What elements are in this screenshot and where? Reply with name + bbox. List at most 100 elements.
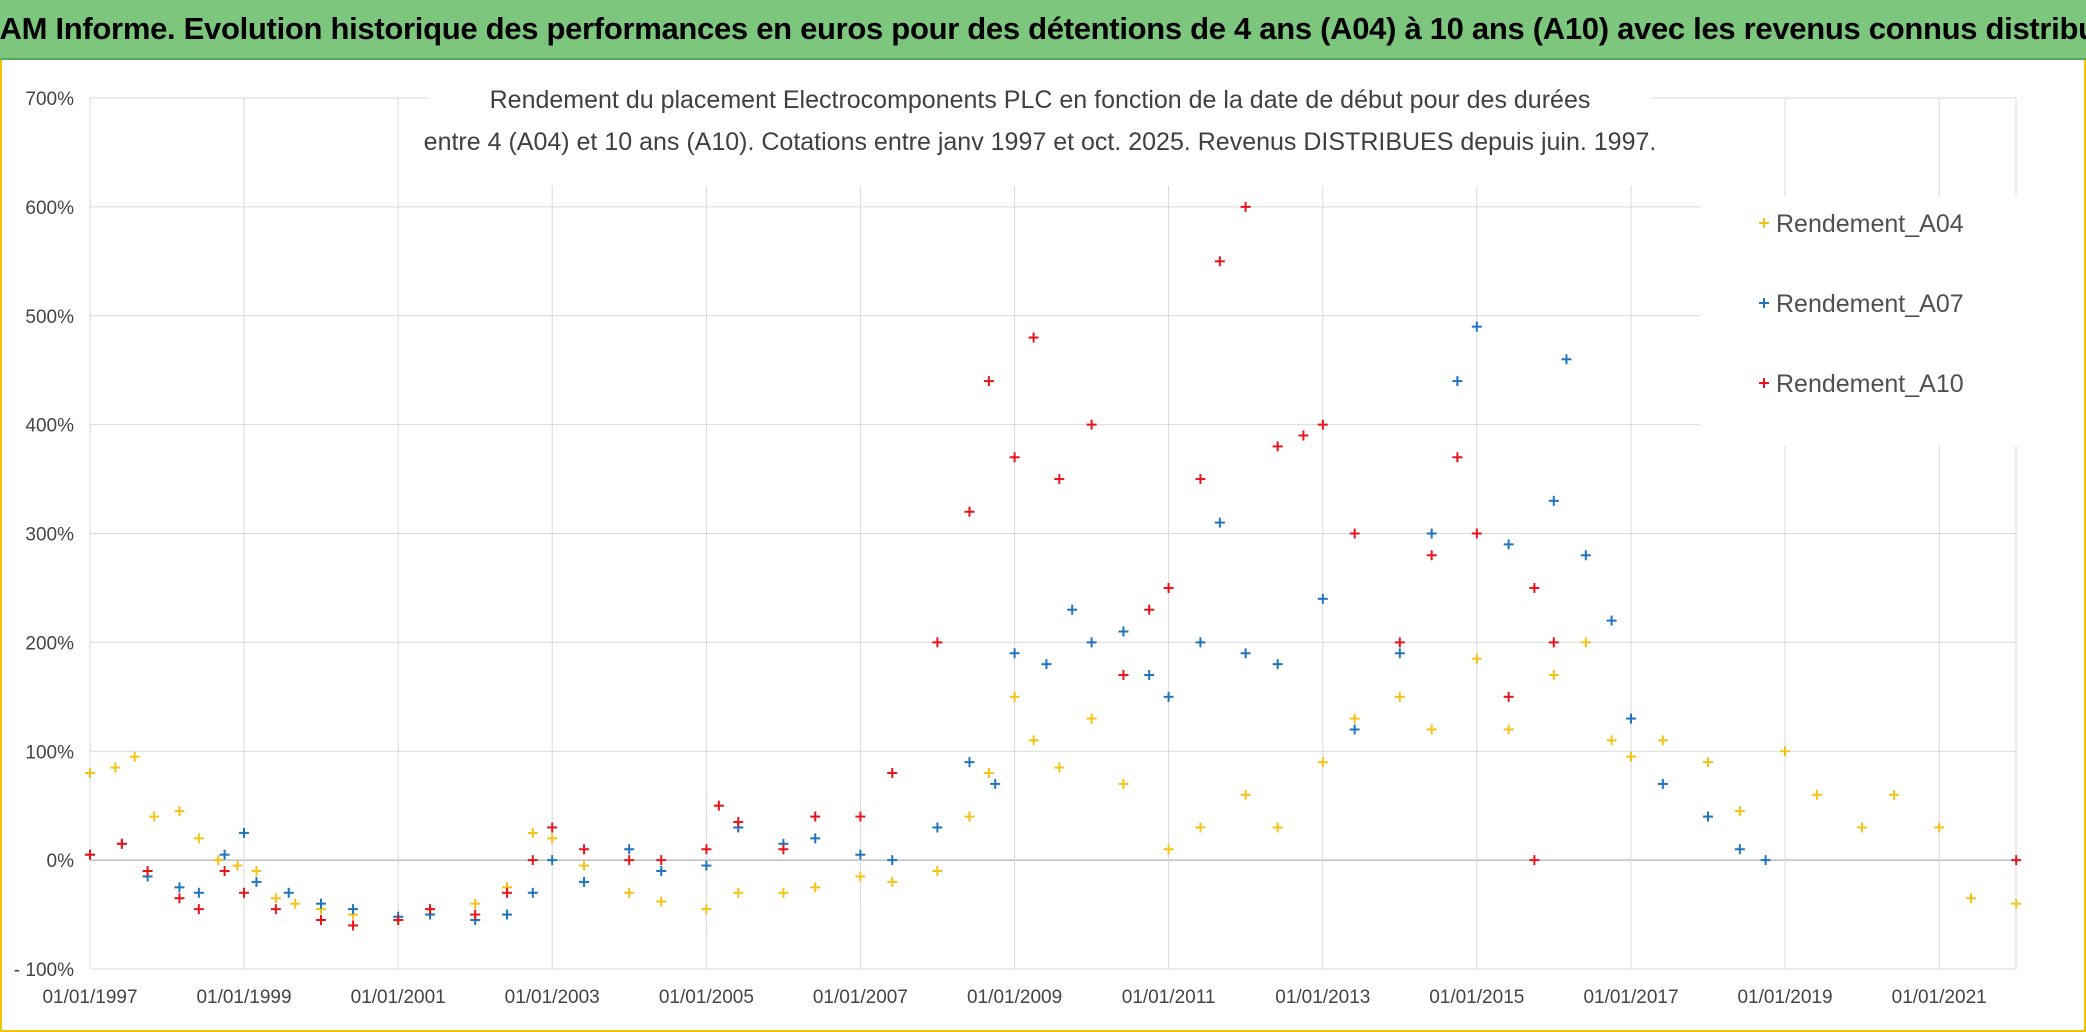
data-point	[579, 860, 590, 871]
data-point	[1503, 724, 1514, 735]
data-point	[701, 860, 712, 871]
data-point	[502, 909, 513, 920]
data-point	[1086, 419, 1097, 430]
title-background	[428, 76, 1652, 186]
data-point	[547, 855, 558, 866]
data-point	[1626, 713, 1636, 724]
data-point	[393, 915, 404, 926]
data-point	[1548, 637, 1559, 648]
data-point	[1009, 648, 1020, 659]
data-point	[270, 893, 281, 904]
data-point	[1214, 517, 1225, 528]
data-point	[1548, 670, 1559, 681]
data-point	[701, 844, 712, 855]
x-tick-label: 01/01/2019	[1737, 987, 1832, 1008]
y-tick-label: 0%	[47, 851, 75, 872]
data-point	[1054, 762, 1065, 773]
data-point	[1856, 822, 1867, 833]
data-point	[1163, 582, 1174, 593]
y-tick-label: 700%	[25, 89, 74, 110]
data-point	[213, 855, 224, 866]
data-point	[1349, 724, 1360, 735]
data-point	[110, 762, 121, 773]
chart-title-line-2: entre 4 (A04) et 10 ans (A10). Cotations…	[424, 128, 1657, 156]
x-tick-label: 01/01/2011	[1122, 987, 1216, 1008]
legend-background	[1700, 196, 2018, 446]
data-point	[1426, 528, 1437, 539]
data-point	[2011, 855, 2022, 866]
data-point	[1471, 653, 1482, 664]
data-point	[964, 811, 975, 822]
data-point	[527, 855, 538, 866]
data-point	[1214, 256, 1225, 267]
data-point	[1118, 778, 1129, 789]
data-point	[116, 838, 127, 849]
data-point	[983, 376, 994, 387]
data-point	[1471, 321, 1482, 332]
data-point	[656, 855, 667, 866]
data-point	[1028, 332, 1039, 343]
data-point	[624, 844, 635, 855]
data-point	[1779, 746, 1790, 757]
data-point	[348, 920, 359, 931]
data-point	[579, 844, 590, 855]
data-point	[932, 822, 943, 833]
data-point	[810, 811, 821, 822]
data-point	[502, 887, 513, 898]
data-point	[964, 757, 975, 768]
data-point	[219, 866, 230, 877]
data-point	[1811, 789, 1822, 800]
data-point	[85, 768, 95, 779]
data-point	[1734, 844, 1745, 855]
legend-marker	[1759, 378, 1769, 388]
data-point	[238, 887, 249, 898]
data-point	[85, 849, 95, 860]
series-rendement_a07	[85, 321, 1771, 926]
data-point	[1452, 376, 1463, 387]
x-tick-label: 01/01/2015	[1429, 987, 1524, 1008]
data-point	[251, 876, 262, 887]
data-point	[1934, 822, 1945, 833]
y-tick-label: 200%	[25, 633, 74, 654]
data-point	[1966, 893, 1977, 904]
data-point	[733, 817, 744, 828]
data-point	[1394, 691, 1405, 702]
data-point	[1529, 855, 1540, 866]
data-point	[1240, 648, 1251, 659]
data-point	[1272, 822, 1283, 833]
data-point	[129, 751, 140, 762]
data-point	[290, 898, 301, 909]
data-point	[1028, 735, 1039, 746]
legend-label: Rendement_A07	[1776, 290, 1964, 318]
data-point	[1195, 822, 1206, 833]
data-point	[1580, 550, 1591, 561]
data-point	[174, 893, 185, 904]
data-point	[174, 882, 185, 893]
x-tick-label: 01/01/1997	[42, 987, 137, 1008]
data-point	[1240, 789, 1251, 800]
data-point	[174, 806, 185, 817]
legend-marker	[1759, 298, 1769, 308]
data-point	[238, 827, 249, 838]
data-point	[142, 866, 153, 877]
data-point	[1163, 691, 1174, 702]
data-point	[983, 768, 994, 779]
x-tick-label: 01/01/2003	[505, 987, 600, 1008]
data-point	[1144, 604, 1155, 615]
banner-title: ADAM Informe. Evolution historique des p…	[0, 11, 2086, 46]
data-point	[1009, 691, 1020, 702]
data-point	[624, 855, 635, 866]
data-point	[810, 833, 821, 844]
y-tick-label: 600%	[25, 198, 74, 219]
data-point	[1118, 626, 1129, 637]
data-point	[283, 887, 294, 898]
x-tick-label: 01/01/2021	[1892, 987, 1987, 1008]
y-axis-ticks: - 100% 0% 100% 200% 300% 400% 500% 600% 700%	[14, 89, 74, 981]
data-point	[624, 887, 635, 898]
data-point	[932, 637, 943, 648]
data-point	[1702, 757, 1713, 768]
data-point	[932, 866, 943, 877]
data-point	[1195, 637, 1206, 648]
data-point	[1118, 670, 1129, 681]
data-point	[1580, 637, 1591, 648]
